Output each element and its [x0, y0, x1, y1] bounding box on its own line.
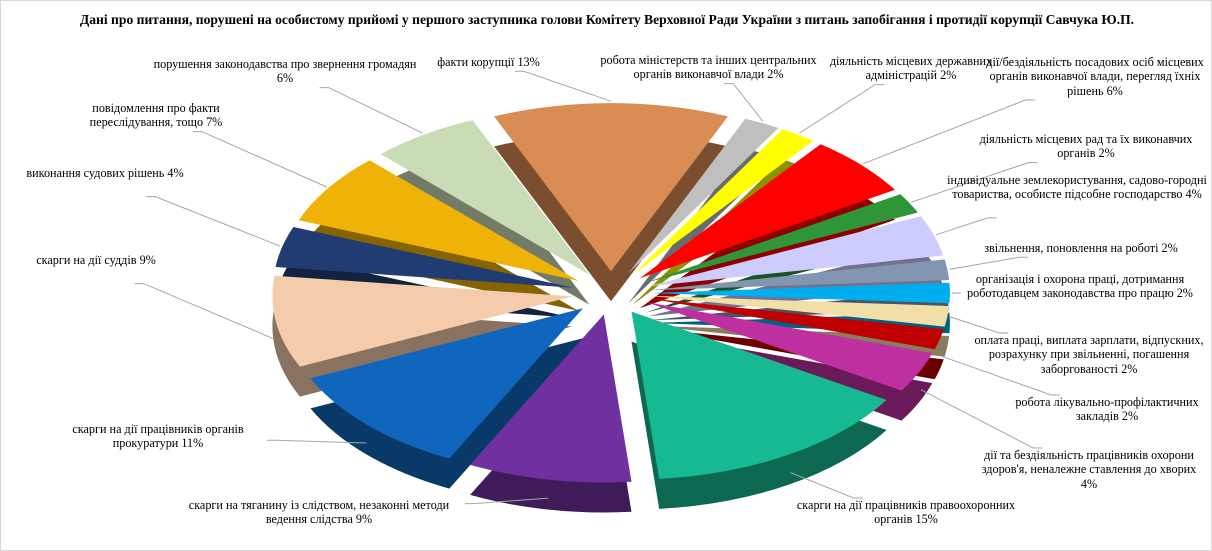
leader-line-6 [949, 256, 1029, 270]
pie-slice-2[interactable] [632, 129, 814, 275]
slice-label-6: звільнення, поновлення на роботі 2% [984, 241, 1178, 255]
slice-label-16: повідомлення про факти переслідування, т… [89, 101, 223, 130]
slice-label-2: діяльність місцевих державних адміністра… [829, 54, 993, 83]
leader-line-14 [134, 283, 275, 340]
leader-line-1 [724, 83, 764, 122]
leader-line-8 [949, 316, 1009, 334]
pie-slice-11[interactable] [631, 311, 887, 479]
pie-slice-16[interactable] [298, 160, 579, 281]
pie-slice-7[interactable] [650, 282, 950, 304]
slice-label-7: організація і охорона праці, дотримання … [967, 272, 1193, 301]
leader-line-10 [920, 389, 1043, 449]
pie-slice-0[interactable] [494, 103, 728, 272]
pie-slice-8[interactable] [649, 295, 950, 327]
slice-label-14: скарги на дії суддів 9% [36, 253, 156, 267]
leader-line-15 [146, 196, 281, 247]
slice-label-9: робота лікувально-профілактичних закладі… [1015, 395, 1199, 424]
leader-line-11 [790, 472, 863, 499]
slice-label-12: скарги на тяганину із слідством, незакон… [188, 498, 450, 527]
slice-label-1: робота міністерств та інших центральних … [600, 53, 817, 82]
pie-slice-12[interactable] [470, 314, 632, 483]
pie-slice-10[interactable] [646, 302, 933, 391]
slice-label-3: дії/бездіяльність посадових осіб місцеви… [986, 55, 1204, 98]
leader-line-9 [941, 355, 1061, 396]
slice-label-10: дії та бездіяльність працівників охорони… [981, 448, 1197, 491]
slice-label-13: скарги на дії працівників органів прокур… [72, 422, 244, 451]
pie-slice-4[interactable] [645, 194, 918, 283]
pie-slice-3[interactable] [639, 144, 895, 279]
slice-label-4: діяльність місцевих рад та їх виконавчих… [979, 132, 1193, 161]
pie-slice-17[interactable] [380, 120, 590, 275]
leader-line-13 [267, 439, 367, 444]
pie-slice-15[interactable] [275, 227, 574, 288]
leader-line-0 [514, 70, 612, 102]
pie-slice-1[interactable] [628, 118, 779, 274]
slice-label-0: факти корупції 13% [437, 55, 540, 69]
leader-line-4 [911, 162, 1038, 203]
leader-line-16 [192, 131, 327, 188]
leader-line-5 [935, 217, 997, 236]
pie-slice-6[interactable] [649, 259, 950, 291]
pie-slice-14[interactable] [272, 275, 573, 367]
pie-slice-13[interactable] [310, 308, 584, 459]
slice-label-8: оплата праці, виплата зарплати, відпускн… [974, 333, 1204, 376]
pie-slice-9[interactable] [648, 298, 944, 350]
slice-label-5: індивідуальне землекористування, садово-… [947, 173, 1207, 202]
leader-line-12 [465, 497, 549, 505]
leader-line-3 [862, 99, 1035, 165]
leader-line-2 [799, 84, 885, 134]
slice-label-11: скарги на дії працівників правоохоронних… [796, 498, 1016, 527]
slice-label-17: порушення законодавства про звернення гр… [153, 57, 417, 86]
leader-line-17 [319, 87, 423, 134]
chart-title: Дані про питання, порушені на особистому… [79, 12, 1135, 27]
pie-slice-5[interactable] [648, 216, 944, 287]
slice-label-15: виконання судових рішень 4% [26, 166, 184, 180]
